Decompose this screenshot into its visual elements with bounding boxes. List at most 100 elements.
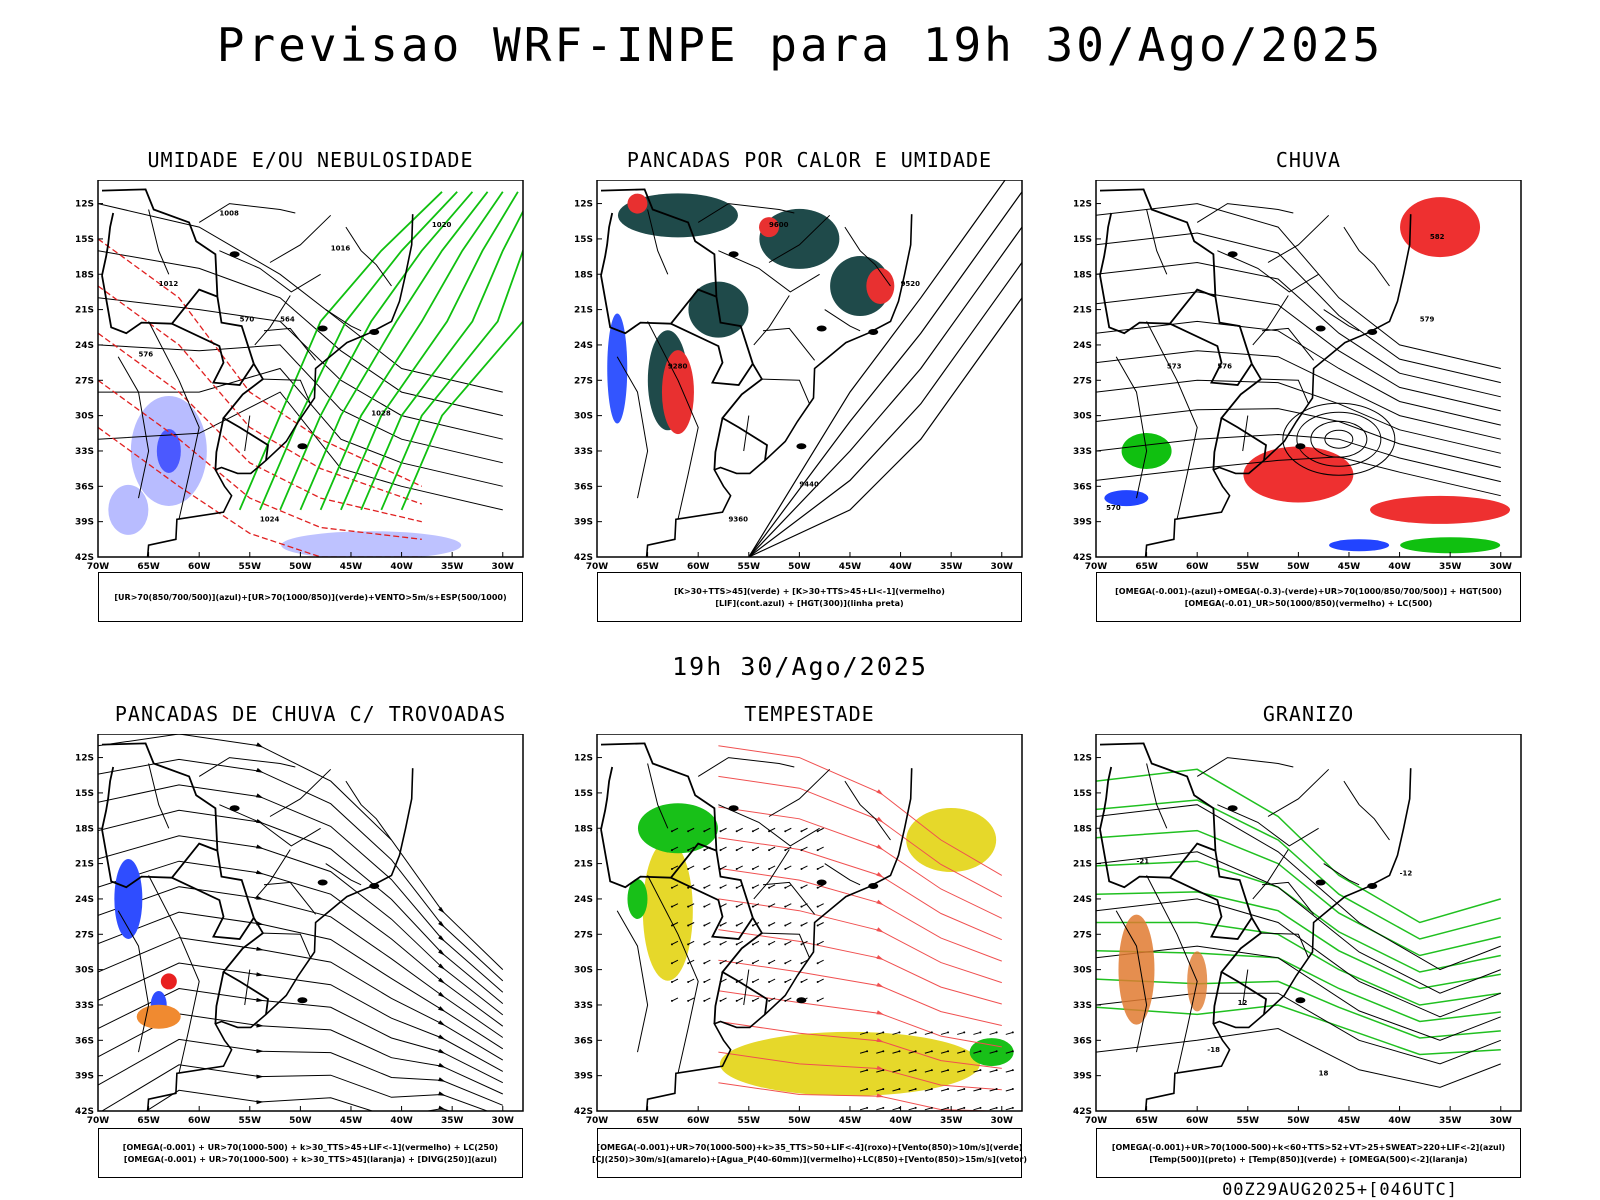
legend-line: [OMEGA(-0.001)+UR>70(1000-500)+k>35_TTS>…: [596, 1142, 1023, 1152]
lat-label: 30S: [1073, 412, 1092, 422]
lon-label: 40W: [889, 1116, 912, 1126]
legend-line: [OMEGA(-0.001)+UR>70(1000-500)+k<60+TTS>…: [1111, 1142, 1506, 1152]
lat-label: 24S: [574, 895, 593, 905]
lon-label: 45W: [1338, 562, 1361, 572]
model-run-footer: 00Z29AUG2025+[046UTC]: [1222, 1180, 1458, 1200]
lon-label: 30W: [991, 562, 1014, 572]
panel-legend: [OMEGA(-0.001) + UR>70(1000-500) + k>30_…: [98, 1128, 523, 1178]
lat-label: 15S: [75, 235, 94, 245]
lat-label: 33S: [574, 447, 593, 457]
lon-label: 40W: [1388, 1116, 1411, 1126]
lat-label: 21S: [574, 860, 593, 870]
lon-label: 30W: [492, 562, 515, 572]
legend-line: [Temp(500)](preto) + [Temp(850)](verde) …: [1149, 1154, 1468, 1164]
lon-label: 30W: [991, 1116, 1014, 1126]
lat-label: 21S: [574, 306, 593, 316]
legend-line: [OMEGA(-0.001) + UR>70(1000-500) + k>30_…: [123, 1154, 498, 1164]
lon-label: 35W: [940, 562, 963, 572]
contour-label: 9600: [769, 221, 789, 229]
contour-label: 582: [1430, 233, 1445, 241]
lat-label: 18S: [1073, 824, 1092, 834]
lat-label: 18S: [574, 270, 593, 280]
lon-label: 70W: [586, 562, 609, 572]
lon-label: 70W: [87, 1116, 110, 1126]
legend-line: [LIF](cont.azul) + [HGT(300)](linha pret…: [715, 598, 904, 608]
lon-label: 65W: [636, 1116, 659, 1126]
lat-label: 39S: [574, 1072, 593, 1082]
lat-label: 15S: [574, 789, 593, 799]
legend-line: [OMEGA(-0.01)_UR>50(1000/850)(vermelho) …: [1184, 598, 1433, 608]
lon-label: 55W: [738, 562, 761, 572]
contour-label: 9360: [729, 516, 749, 524]
lon-label: 65W: [137, 562, 160, 572]
contour-label: 1016: [331, 245, 351, 253]
lat-label: 15S: [574, 235, 593, 245]
lon-label: 65W: [1135, 562, 1158, 572]
lat-label: 42S: [574, 1107, 593, 1117]
lat-label: 30S: [75, 966, 94, 976]
lon-label: 55W: [738, 1116, 761, 1126]
lon-label: 60W: [687, 1116, 710, 1126]
lat-label: 18S: [75, 824, 94, 834]
lat-label: 24S: [1073, 895, 1092, 905]
weather-map: 1008 1012 1016 1020 1024 1028 564 570 576 12S 15S 1…: [75, 180, 524, 572]
lat-label: 24S: [75, 341, 94, 351]
panel-title: UMIDADE E/OU NEBULOSIDADE: [147, 148, 474, 172]
panel-legend: [UR>70(850/700/500)](azul)+[UR>70(1000/8…: [98, 572, 523, 622]
lat-label: 42S: [75, 553, 94, 563]
legend-line: [CJ(250)>30m/s](amarelo)+[Agua_P(40-60mm…: [591, 1154, 1028, 1164]
weather-map: 9600 9520 9440 9360 9280 12S 15S 18S 21S 24S 27S 30…: [574, 180, 1023, 572]
lon-label: 35W: [1439, 562, 1462, 572]
lon-label: 60W: [188, 1116, 211, 1126]
lat-label: 15S: [1073, 235, 1092, 245]
lat-label: 39S: [75, 518, 94, 528]
lon-label: 55W: [1237, 562, 1260, 572]
lon-label: 45W: [1338, 1116, 1361, 1126]
lon-label: 60W: [687, 562, 710, 572]
lon-label: 65W: [137, 1116, 160, 1126]
lat-label: 27S: [574, 376, 593, 386]
panel-title: CHUVA: [1275, 148, 1342, 172]
lon-label: 45W: [340, 562, 363, 572]
contour-label: 573: [1167, 363, 1182, 371]
contour-label: 564: [280, 315, 295, 323]
lon-label: 60W: [1186, 562, 1209, 572]
lon-label: 55W: [1237, 1116, 1260, 1126]
lon-label: 40W: [1388, 562, 1411, 572]
lat-label: 30S: [1073, 966, 1092, 976]
lon-label: 35W: [441, 562, 464, 572]
lon-label: 50W: [1287, 1116, 1310, 1126]
forecast-time-title: 19h 30/Ago/2025: [672, 652, 928, 681]
lon-label: 35W: [441, 1116, 464, 1126]
legend-line: [OMEGA(-0.001)-(azul)+OMEGA(-0.3)-(verde…: [1115, 586, 1502, 596]
weather-map: 582 579 576 573 570 12S 15S 18S 21S 24S 27S 30S 33S 3…: [1073, 180, 1522, 572]
lat-label: 33S: [574, 1001, 593, 1011]
lon-label: 65W: [636, 562, 659, 572]
lon-label: 70W: [586, 1116, 609, 1126]
contour-label: 579: [1420, 315, 1435, 323]
lat-label: 21S: [75, 860, 94, 870]
lon-label: 40W: [390, 562, 413, 572]
lat-label: 36S: [75, 1036, 94, 1046]
contour-label: 570: [1106, 504, 1121, 512]
lon-label: 70W: [87, 562, 110, 572]
panel-legend: [OMEGA(-0.001)+UR>70(1000-500)+k>35_TTS>…: [592, 1128, 1027, 1178]
lat-label: 36S: [574, 482, 593, 492]
lat-label: 39S: [574, 518, 593, 528]
lat-label: 12S: [574, 200, 593, 210]
lon-label: 70W: [1085, 1116, 1108, 1126]
lat-label: 33S: [75, 447, 94, 457]
lat-label: 30S: [574, 412, 593, 422]
lat-label: 27S: [75, 376, 94, 386]
lat-label: 12S: [574, 754, 593, 764]
lat-label: 30S: [75, 412, 94, 422]
lon-label: 60W: [1186, 1116, 1209, 1126]
lon-label: 50W: [788, 562, 811, 572]
lon-label: 70W: [1085, 562, 1108, 572]
lat-label: 42S: [1073, 553, 1092, 563]
lat-label: 36S: [1073, 1036, 1092, 1046]
lat-label: 36S: [574, 1036, 593, 1046]
legend-line: [OMEGA(-0.001) + UR>70(1000-500) + k>30_…: [122, 1142, 499, 1152]
contour-label: 9520: [901, 280, 921, 288]
panel-title: TEMPESTADE: [744, 702, 875, 726]
